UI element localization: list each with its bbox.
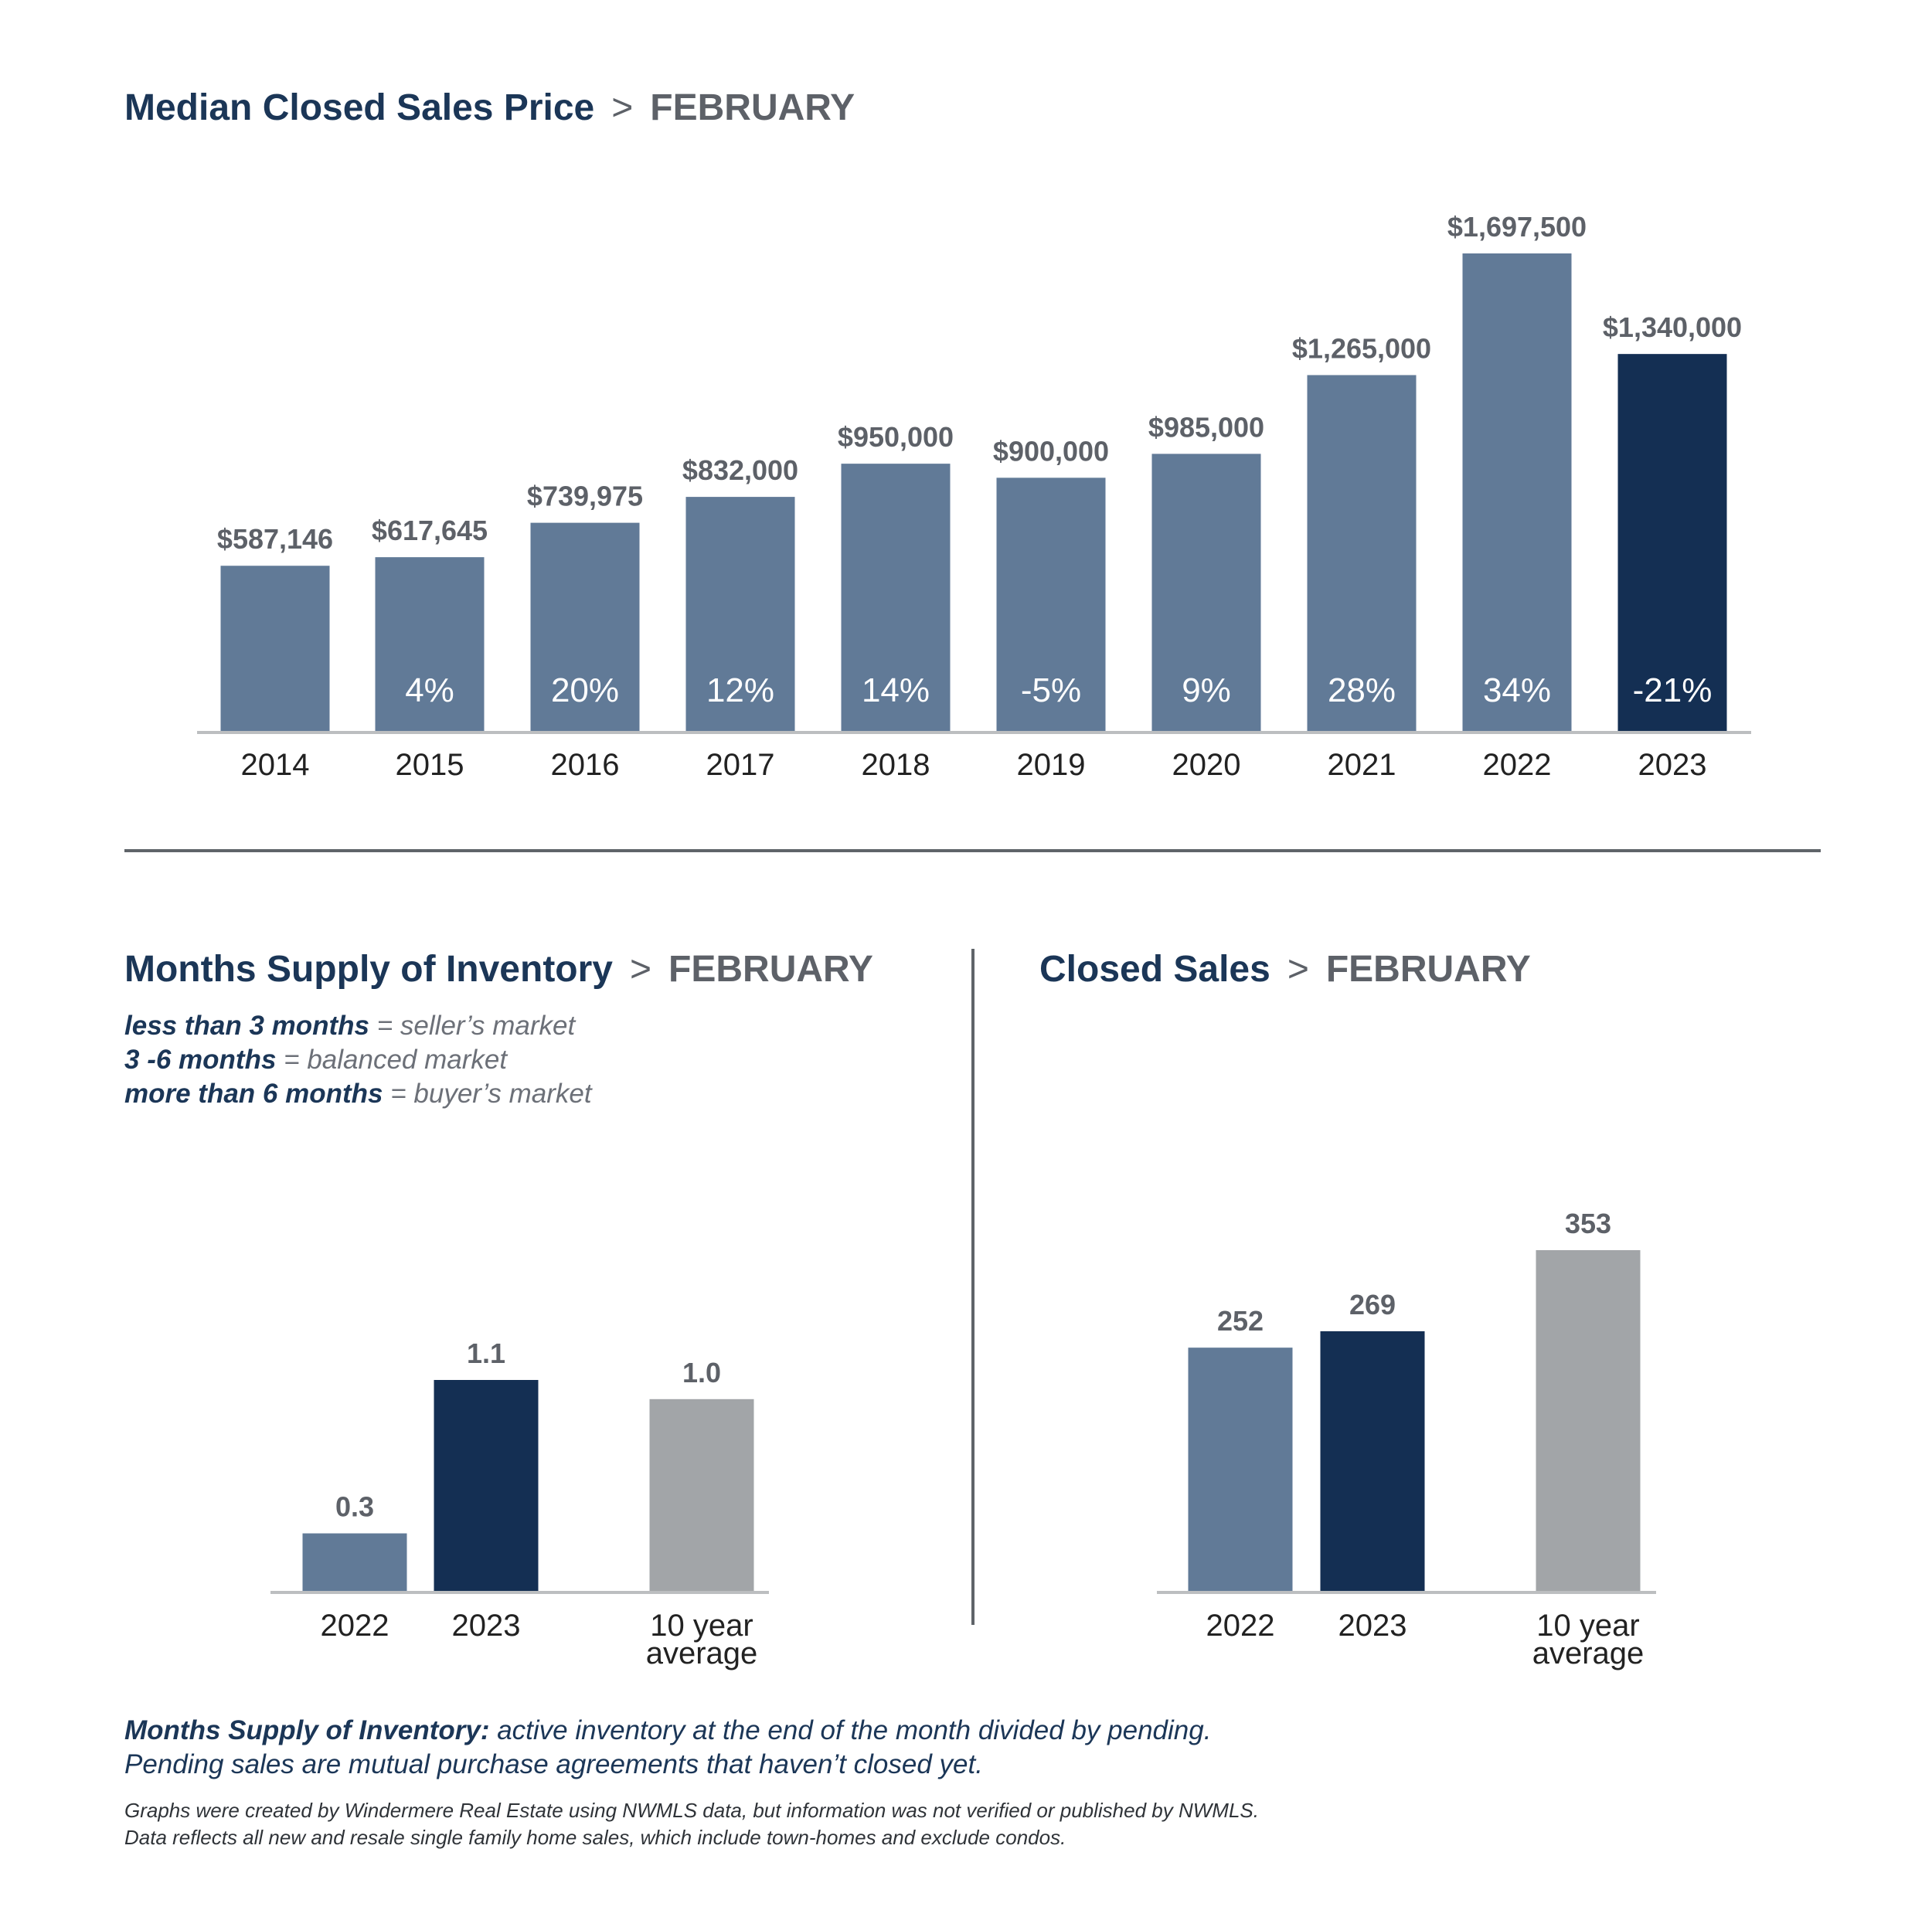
value-label: 1.0 — [682, 1357, 721, 1388]
legend-value: = balanced market — [284, 1045, 508, 1075]
value-label: $1,340,000 — [1603, 311, 1742, 343]
category-label: 2022 — [1206, 1609, 1275, 1643]
change-label: -21% — [1633, 671, 1713, 709]
bar — [530, 522, 640, 731]
category-label: 2023 — [452, 1609, 521, 1643]
value-label: $832,000 — [682, 454, 798, 486]
median-price-title-month: FEBRUARY — [650, 87, 855, 128]
median-price-title: Median Closed Sales Price > FEBRUARY — [124, 87, 855, 129]
bar — [434, 1380, 539, 1591]
value-label: $1,697,500 — [1447, 211, 1587, 243]
bar — [841, 464, 951, 731]
change-label: 34% — [1483, 671, 1551, 709]
value-label: $985,000 — [1148, 411, 1264, 443]
median-price-title-main: Median Closed Sales Price — [124, 87, 595, 128]
market-legend: less than 3 months = seller’s market 3 -… — [124, 1009, 592, 1111]
change-label: -5% — [1021, 671, 1081, 709]
legend-value: = seller’s market — [376, 1011, 576, 1041]
category-label: 10 year — [1536, 1609, 1639, 1643]
title-separator: > — [1287, 949, 1309, 990]
value-label: 1.1 — [467, 1337, 505, 1369]
bar — [302, 1533, 407, 1591]
title-separator: > — [630, 949, 652, 990]
category-label: 2014 — [241, 748, 310, 782]
value-label: 0.3 — [335, 1491, 374, 1523]
closed-sales-title-month: FEBRUARY — [1325, 949, 1531, 990]
footnote: Months Supply of Inventory: active inven… — [124, 1714, 1211, 1782]
value-label: 353 — [1565, 1208, 1611, 1239]
bar — [1188, 1348, 1293, 1591]
value-label: $617,645 — [372, 515, 488, 546]
bar — [1307, 375, 1417, 731]
legend-row: less than 3 months = seller’s market — [124, 1009, 592, 1043]
value-label: 269 — [1349, 1289, 1396, 1320]
legend-key: 3 -6 months — [124, 1045, 277, 1075]
category-label: 2023 — [1638, 748, 1707, 782]
x-axis-line — [1157, 1591, 1656, 1594]
inventory-title-main: Months Supply of Inventory — [124, 949, 613, 990]
category-label: 2023 — [1338, 1609, 1407, 1643]
inventory-title-month: FEBRUARY — [668, 949, 873, 990]
column-divider — [971, 949, 975, 1625]
footnote-line: Months Supply of Inventory: active inven… — [124, 1714, 1211, 1748]
closed-sales-title: Closed Sales > FEBRUARY — [1039, 948, 1531, 991]
legend-key: less than 3 months — [124, 1011, 370, 1041]
disclaimer-line: Data reflects all new and resale single … — [124, 1826, 1066, 1849]
title-separator: > — [611, 87, 634, 128]
bar — [996, 478, 1106, 731]
change-label: 9% — [1182, 671, 1231, 709]
category-label: average — [646, 1636, 758, 1670]
legend-row: more than 6 months = buyer’s market — [124, 1077, 592, 1111]
category-label: average — [1532, 1636, 1645, 1670]
section-divider — [124, 849, 1821, 852]
legend-value: = buyer’s market — [390, 1079, 592, 1109]
category-label: 10 year — [650, 1609, 753, 1643]
disclaimer-line: Graphs were created by Windermere Real E… — [124, 1799, 1259, 1822]
bar — [1617, 354, 1727, 731]
bar — [1320, 1331, 1425, 1591]
change-label: 28% — [1328, 671, 1396, 709]
bar — [1462, 253, 1572, 731]
bar — [685, 497, 795, 731]
bar — [375, 557, 485, 731]
disclaimer: Graphs were created by Windermere Real E… — [124, 1797, 1259, 1851]
legend-row: 3 -6 months = balanced market — [124, 1043, 592, 1077]
category-label: 2015 — [396, 748, 464, 782]
footnote-key: Months Supply of Inventory: — [124, 1715, 490, 1745]
bar — [649, 1399, 754, 1591]
category-label: 2021 — [1328, 748, 1396, 782]
value-label: $900,000 — [993, 435, 1109, 467]
value-label: $1,265,000 — [1292, 332, 1431, 364]
legend-key: more than 6 months — [124, 1079, 383, 1109]
footnote-line: Pending sales are mutual purchase agreem… — [124, 1749, 983, 1779]
change-label: 14% — [862, 671, 930, 709]
bar — [1151, 454, 1261, 731]
category-label: 2022 — [1483, 748, 1552, 782]
inventory-title: Months Supply of Inventory > FEBRUARY — [124, 948, 873, 991]
x-axis-line — [197, 731, 1751, 734]
category-label: 2022 — [321, 1609, 389, 1643]
category-label: 2019 — [1017, 748, 1086, 782]
category-label: 2020 — [1172, 748, 1241, 782]
closed-sales-title-main: Closed Sales — [1039, 949, 1270, 990]
category-label: 2016 — [551, 748, 620, 782]
bar — [1536, 1250, 1641, 1591]
value-label: $950,000 — [838, 421, 954, 453]
change-label: 20% — [551, 671, 619, 709]
footnote-text: active inventory at the end of the month… — [497, 1715, 1212, 1745]
value-label: $587,146 — [217, 523, 333, 555]
median-price-chart: $587,146 2014 $617,645 4% 2015 $739,975 20% 201… — [197, 211, 1751, 782]
value-label: $739,975 — [527, 481, 643, 512]
category-label: 2017 — [706, 748, 775, 782]
change-label: 12% — [706, 671, 774, 709]
value-label: 252 — [1217, 1305, 1264, 1337]
change-label: 4% — [405, 671, 454, 709]
x-axis-line — [270, 1591, 769, 1594]
bar — [220, 566, 330, 731]
category-label: 2018 — [862, 748, 930, 782]
